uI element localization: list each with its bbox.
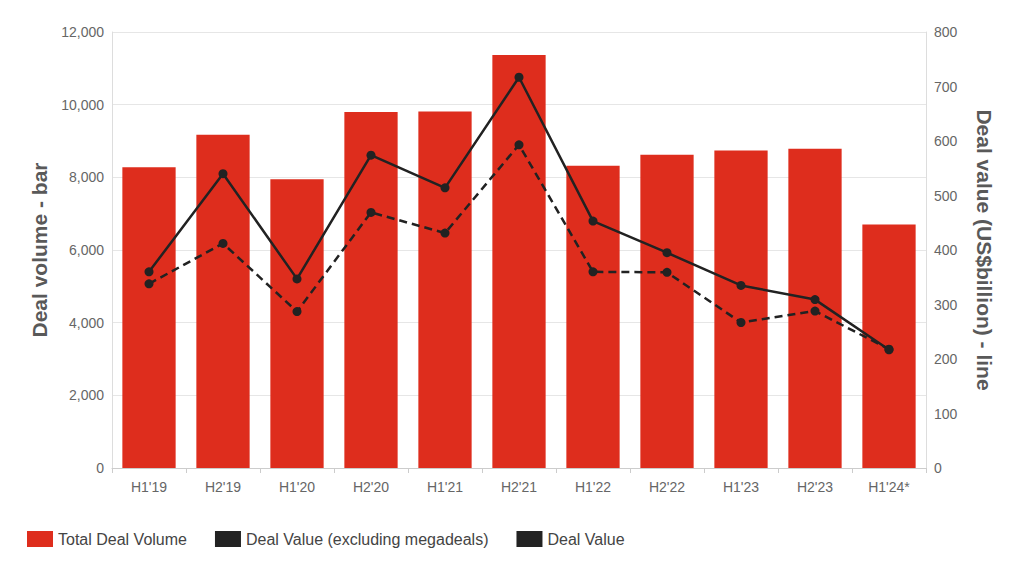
svg-text:Deal value (US$billion) - line: Deal value (US$billion) - line (973, 109, 996, 390)
svg-text:Total Deal Volume: Total Deal Volume (58, 531, 187, 548)
svg-text:400: 400 (934, 242, 958, 258)
svg-text:Deal Value (excluding megadeal: Deal Value (excluding megadeals) (246, 531, 489, 548)
svg-text:H2'19: H2'19 (205, 479, 241, 495)
svg-text:H1'24*: H1'24* (868, 479, 910, 495)
svg-text:0: 0 (934, 460, 942, 476)
svg-text:300: 300 (934, 297, 958, 313)
svg-text:700: 700 (934, 79, 958, 95)
svg-text:H2'22: H2'22 (649, 479, 685, 495)
svg-text:H2'23: H2'23 (797, 479, 833, 495)
svg-text:H1'21: H1'21 (427, 479, 463, 495)
svg-text:H1'20: H1'20 (279, 479, 315, 495)
svg-text:12,000: 12,000 (61, 24, 104, 40)
svg-text:6,000: 6,000 (69, 242, 104, 258)
svg-text:H2'21: H2'21 (501, 479, 537, 495)
svg-text:8,000: 8,000 (69, 169, 104, 185)
svg-text:600: 600 (934, 133, 958, 149)
svg-text:H1'19: H1'19 (131, 479, 167, 495)
svg-text:Deal Value: Deal Value (547, 531, 624, 548)
svg-text:Deal volume - bar: Deal volume - bar (28, 162, 51, 337)
svg-text:100: 100 (934, 406, 958, 422)
svg-text:H1'22: H1'22 (575, 479, 611, 495)
svg-text:500: 500 (934, 188, 958, 204)
svg-text:H2'20: H2'20 (353, 479, 389, 495)
svg-text:4,000: 4,000 (69, 315, 104, 331)
svg-text:0: 0 (96, 460, 104, 476)
svg-text:800: 800 (934, 24, 958, 40)
svg-text:H1'23: H1'23 (723, 479, 759, 495)
svg-text:200: 200 (934, 351, 958, 367)
svg-text:10,000: 10,000 (61, 97, 104, 113)
svg-text:2,000: 2,000 (69, 387, 104, 403)
